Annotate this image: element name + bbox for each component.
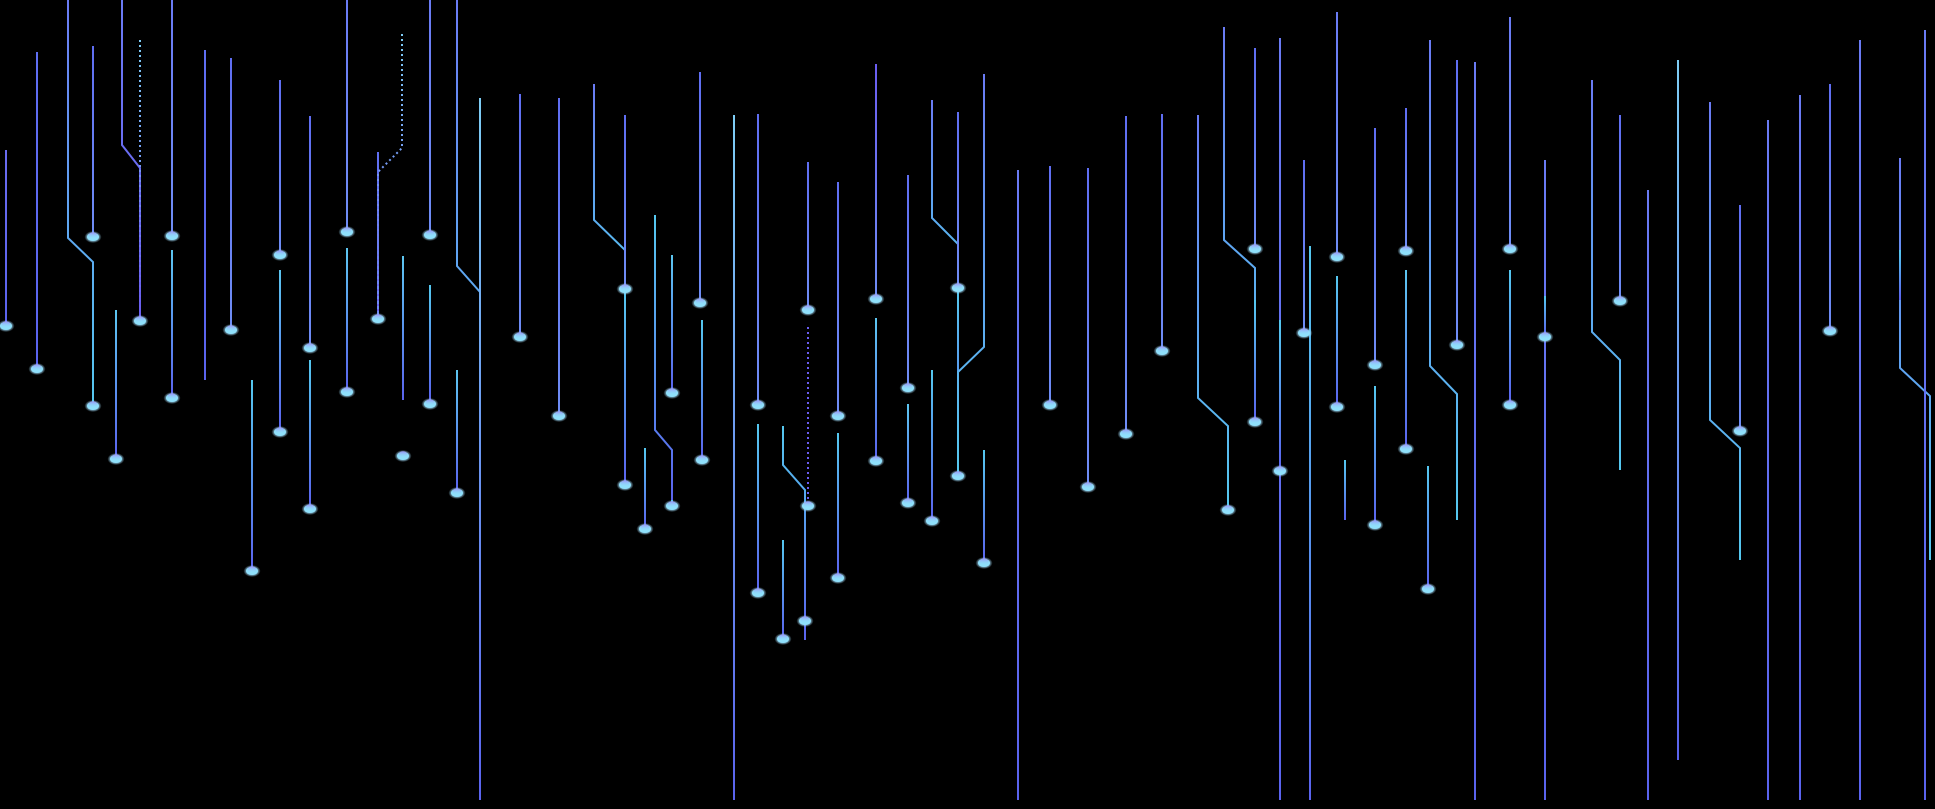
trace-node-cap: [88, 232, 98, 240]
trace-node-cap: [667, 501, 677, 508]
trace-node-cap: [620, 284, 630, 291]
trace-node-cap: [1505, 244, 1515, 252]
trace-line: [377, 34, 403, 316]
trace-node-cap: [398, 451, 408, 458]
trace-node-cap: [833, 573, 843, 580]
trace-node-cap: [1540, 332, 1550, 339]
trace-node-cap: [425, 399, 435, 406]
trace-node-cap: [953, 283, 963, 290]
trace-node-cap: [111, 454, 121, 461]
trace-node-cap: [1157, 346, 1167, 353]
trace-node-cap: [135, 316, 145, 323]
trace-node-cap: [32, 364, 42, 371]
trace-node-cap: [1275, 466, 1285, 473]
trace-node-cap: [554, 411, 564, 418]
trace-node-cap: [425, 230, 435, 238]
trace-node-cap: [452, 488, 462, 495]
trace-node-cap: [1401, 444, 1411, 451]
trace-node-cap: [1825, 326, 1835, 333]
trace-node-cap: [695, 298, 705, 305]
trace-node-cap: [1401, 246, 1411, 254]
trace-node-cap: [979, 558, 989, 565]
trace-node-cap: [697, 455, 707, 462]
trace-node-cap: [1250, 244, 1260, 252]
trace-node-cap: [803, 305, 813, 312]
trace-node-cap: [1, 321, 11, 328]
trace-node-cap: [1121, 429, 1131, 436]
trace-node-cap: [88, 401, 98, 408]
trace-node-cap: [226, 325, 236, 332]
trace-line: [1709, 102, 1741, 560]
trace-line: [782, 426, 806, 640]
trace-line: [654, 215, 673, 500]
trace-node-cap: [275, 427, 285, 434]
trace-line: [1197, 115, 1229, 508]
trace-node-cap: [167, 231, 177, 239]
trace-node-cap: [871, 294, 881, 301]
trace-line: [957, 74, 985, 474]
trace-node-cap: [1370, 520, 1380, 527]
trace-node-cap: [275, 250, 285, 257]
trace-node-cap: [1332, 402, 1342, 409]
trace-node-cap: [903, 383, 913, 390]
trace-node-cap: [1615, 296, 1625, 303]
trace-node-cap: [640, 524, 650, 531]
traces-group: [5, 0, 1931, 800]
trace-line: [67, 0, 94, 405]
trace-node-cap: [1370, 360, 1380, 367]
trace-node-cap: [1423, 584, 1433, 591]
trace-node-cap: [247, 566, 257, 573]
trace-node-cap: [778, 634, 788, 641]
trace-node-cap: [1223, 505, 1233, 512]
trace-line: [1429, 40, 1458, 520]
trace-node-cap: [515, 332, 525, 339]
trace-node-cap: [753, 588, 763, 595]
trace-node-cap: [927, 516, 937, 523]
trace-node-cap: [903, 498, 913, 505]
trace-node-cap: [1083, 482, 1093, 489]
trace-node-cap: [1299, 328, 1309, 335]
trace-node-cap: [620, 480, 630, 487]
trace-node-cap: [800, 616, 810, 623]
trace-node-cap: [342, 387, 352, 394]
trace-node-cap: [833, 411, 843, 418]
trace-node-cap: [305, 504, 315, 511]
trace-node-cap: [953, 471, 963, 478]
trace-node-cap: [803, 501, 813, 508]
trace-node-cap: [1452, 340, 1462, 347]
trace-node-cap: [1505, 400, 1515, 407]
trace-node-cap: [305, 343, 315, 350]
trace-node-cap: [342, 227, 352, 235]
trace-node-cap: [373, 314, 383, 321]
trace-node-cap: [753, 400, 763, 407]
trace-node-cap: [1332, 252, 1342, 259]
trace-node-cap: [667, 388, 677, 395]
trace-line: [1591, 80, 1621, 470]
trace-line: [121, 0, 141, 320]
trace-node-cap: [1735, 426, 1745, 433]
trace-node-cap: [871, 456, 881, 463]
trace-node-cap: [1045, 400, 1055, 407]
nodes-group: [0, 226, 1839, 645]
trace-node-cap: [1250, 417, 1260, 424]
trace-node-cap: [167, 393, 177, 400]
